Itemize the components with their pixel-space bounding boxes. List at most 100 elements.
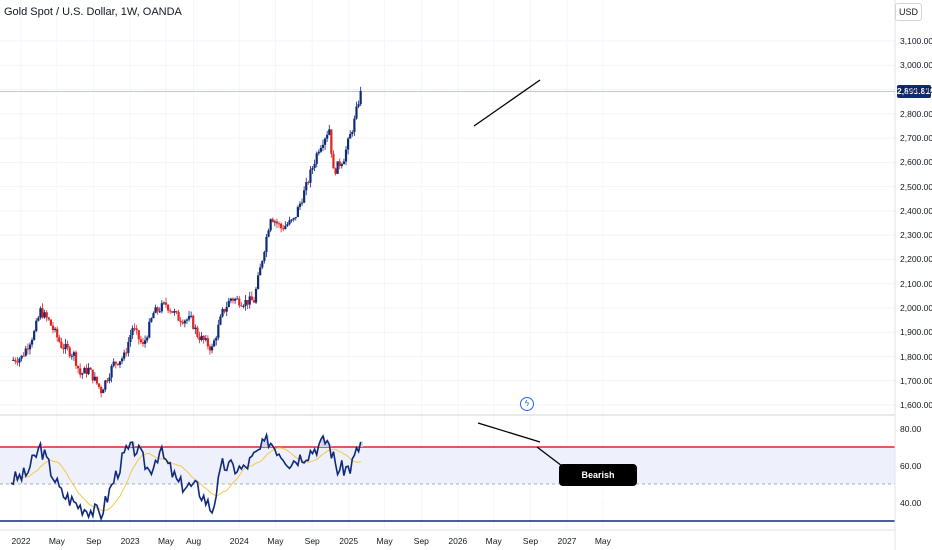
candle-body — [95, 376, 99, 384]
candle-body — [213, 340, 216, 347]
candle-body — [162, 302, 166, 304]
candle-body — [217, 324, 220, 338]
candle-body — [83, 367, 86, 374]
candle-body — [347, 138, 350, 150]
time-tick-label: May — [157, 536, 175, 546]
candle-body — [326, 134, 329, 139]
candle-body — [290, 219, 293, 221]
candle-body — [167, 304, 170, 311]
candle-body — [114, 361, 117, 364]
candle-body — [160, 303, 163, 312]
candle-body — [16, 361, 19, 363]
candle-body — [252, 300, 256, 303]
candle-body — [45, 312, 48, 318]
bearish-divergence-callout[interactable]: Bearish Divergence — [559, 464, 637, 502]
candle-body — [248, 296, 251, 305]
candle-body — [143, 340, 147, 344]
candle-body — [296, 207, 299, 218]
candle-body — [125, 352, 128, 354]
candle-body — [22, 355, 25, 357]
price-tick-label: 1,600.000 — [900, 400, 932, 411]
candle-body — [298, 203, 302, 208]
candle-body — [150, 318, 153, 322]
candle-body — [192, 315, 195, 329]
candle-body — [357, 104, 360, 107]
price-tick-label: 2,700.000 — [900, 133, 932, 144]
candle-body — [202, 335, 205, 340]
candle-body — [60, 341, 63, 348]
lightning-icon[interactable]: ϟ — [520, 397, 534, 411]
current-price-tag: 2,893.810 — [897, 85, 932, 98]
time-tick-label: Sep — [413, 536, 429, 546]
candle-body — [317, 151, 320, 154]
candle-body — [70, 355, 73, 357]
rsi-trendline[interactable] — [477, 422, 541, 443]
candle-body — [221, 309, 224, 317]
candle-body — [26, 348, 29, 350]
candle-body — [257, 275, 260, 289]
candle-body — [183, 320, 186, 324]
candle-body — [250, 296, 253, 301]
price-tick-label: 3,000.000 — [900, 60, 932, 71]
candle-body — [340, 164, 343, 166]
candle-body — [152, 313, 155, 319]
candle-body — [35, 320, 38, 332]
candle-body — [231, 298, 235, 301]
candle-body — [72, 352, 76, 356]
candle-body — [271, 219, 274, 222]
candle-body — [332, 153, 335, 169]
chart-title[interactable]: Gold Spot / U.S. Dollar, 1W, OANDA — [4, 6, 182, 18]
candle-body — [79, 368, 82, 375]
candle-body — [210, 346, 214, 351]
candle-body — [353, 118, 356, 132]
candle-body — [64, 343, 67, 350]
price-tick-label: 2,800.000 — [900, 108, 932, 119]
candle-body — [292, 218, 295, 220]
candle-body — [66, 343, 69, 348]
candle-body — [187, 316, 191, 320]
price-trendline[interactable] — [473, 79, 541, 127]
candle-body — [242, 305, 245, 307]
candle-body — [334, 168, 337, 174]
candle-body — [41, 308, 44, 318]
time-tick-label: 2027 — [557, 536, 577, 546]
candle-body — [116, 363, 119, 365]
candle-body — [261, 260, 264, 268]
candle-body — [233, 298, 237, 301]
price-tick-label: 2,500.000 — [900, 181, 932, 192]
candle-body — [97, 383, 101, 388]
candle-body — [263, 252, 266, 261]
candle-body — [110, 365, 113, 378]
price-tick-label: 2,200.000 — [900, 254, 932, 265]
candle-body — [56, 328, 59, 338]
currency-button[interactable]: USD — [895, 3, 922, 21]
candle-body — [244, 300, 247, 306]
time-tick-label: Sep — [304, 536, 320, 546]
candle-body — [286, 224, 289, 226]
time-tick-label: Aug — [185, 536, 202, 546]
price-tick-label: 1,800.000 — [900, 351, 932, 362]
candle-body — [269, 219, 272, 231]
price-tick-label: 2,600.000 — [900, 157, 932, 168]
price-tick-label: 1,900.000 — [900, 327, 932, 338]
price-candles — [12, 86, 362, 398]
candle-body — [156, 307, 159, 312]
candle-body — [62, 347, 65, 350]
candle-body — [305, 182, 308, 191]
time-tick-label: 2025 — [339, 536, 359, 546]
candle-body — [108, 377, 111, 381]
candle-body — [321, 144, 325, 148]
candle-body — [102, 389, 105, 394]
candle-body — [215, 337, 218, 341]
candle-body — [43, 312, 46, 318]
candle-body — [344, 149, 348, 162]
candle-body — [208, 346, 212, 351]
candle-body — [141, 341, 145, 344]
candle-body — [300, 202, 304, 204]
candle-body — [204, 338, 207, 340]
candle-body — [53, 328, 57, 331]
candle-body — [28, 344, 32, 350]
candle-body — [315, 153, 318, 164]
candle-body — [196, 327, 199, 337]
